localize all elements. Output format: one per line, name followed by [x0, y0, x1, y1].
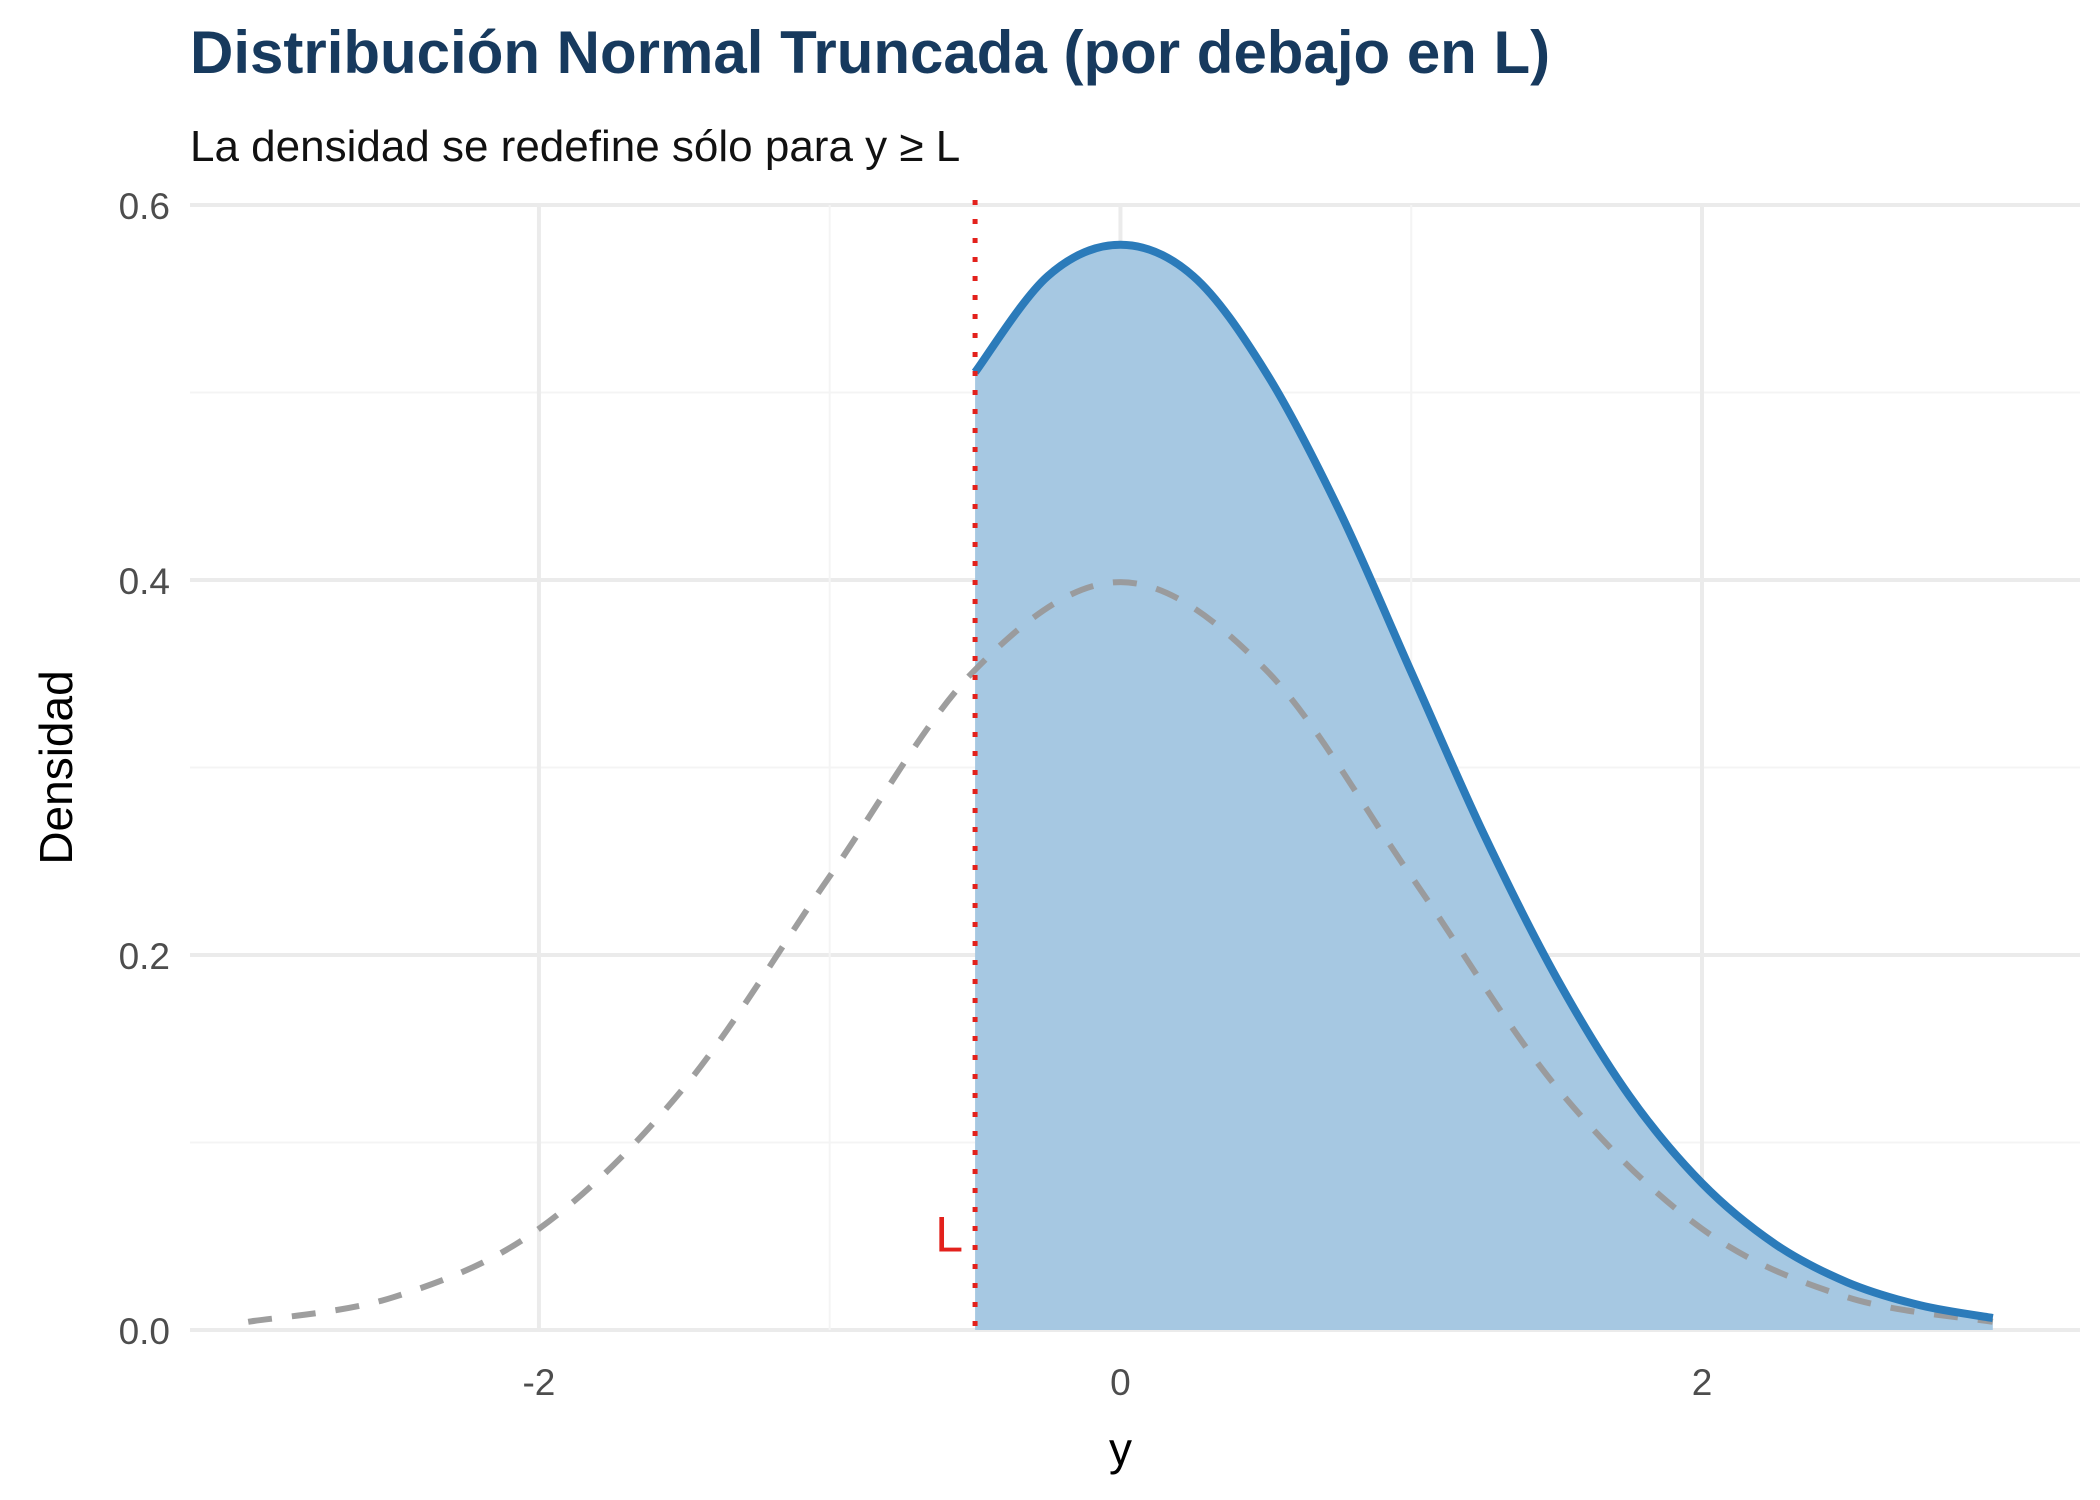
y-tick-label: 0.2	[119, 936, 170, 977]
x-tick-label: 0	[1110, 1362, 1131, 1403]
truncated-curve-layer	[971, 240, 1994, 1322]
normal-curve-layer	[247, 579, 1994, 1325]
x-tick-label: 2	[1692, 1362, 1713, 1403]
truncated-area	[975, 244, 1993, 1330]
y-tick-label: 0.6	[119, 186, 170, 227]
chart-title: Distribución Normal Truncada (por debajo…	[190, 19, 1551, 86]
normal-density-line	[247, 579, 1994, 1325]
truncation-line-layer: L	[935, 200, 978, 1338]
y-tick-label: 0.0	[119, 1311, 170, 1352]
truncated-area-layer	[975, 244, 1993, 1330]
truncation-label: L	[935, 1206, 963, 1262]
y-tick-label: 0.4	[119, 561, 170, 602]
y-axis-title: Densidad	[30, 670, 82, 864]
x-axis-title: y	[1109, 1423, 1132, 1475]
x-tick-label: -2	[522, 1362, 555, 1403]
axis-labels: 0.0 0.2 0.4 0.6 -2 0 2 y Densidad	[30, 186, 1712, 1475]
chart-subtitle: La densidad se redefine sólo para y ≥ L	[190, 122, 961, 171]
truncated-density-line	[971, 240, 1994, 1322]
